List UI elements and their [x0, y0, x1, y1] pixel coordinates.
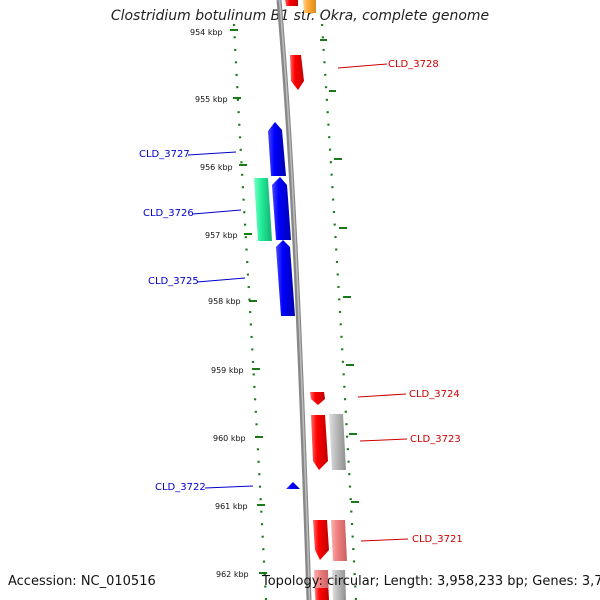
map-title: Clostridium botulinum B1 str. Okra, comp…: [110, 8, 490, 24]
gene-arrow: [313, 520, 329, 560]
kbp-tick-961: 961 kbp: [215, 502, 265, 511]
gene-label: CLD_3721: [412, 534, 463, 545]
kbp-label: 956 kbp: [200, 163, 233, 172]
gene-arrow-top-red: [285, 0, 298, 6]
gene-arrow: [290, 55, 304, 90]
gene-CLD_3724[interactable]: CLD_3724: [310, 389, 460, 405]
gene-arrow-pink: [331, 520, 347, 561]
gene-CLD_3725[interactable]: CLD_3725: [148, 240, 295, 316]
gene-arrow-bottom-red: [315, 588, 329, 600]
kbp-ruler: 954 kbp 955 kbp 956 kbp 957 kbp 958 kbp …: [190, 28, 267, 579]
kbp-tick-956: 956 kbp: [200, 163, 247, 172]
kbp-label: 959 kbp: [211, 366, 244, 375]
genome-backbone-highlight: [278, 0, 311, 600]
gene-label: CLD_3723: [410, 434, 461, 445]
gene-CLD_3726[interactable]: CLD_3726: [143, 177, 291, 240]
gene-arrow-top-orange: [303, 0, 316, 13]
gene-arrow: [310, 392, 325, 405]
kbp-tick-958: 958 kbp: [208, 297, 257, 306]
gene-CLD_3727[interactable]: CLD_3727: [139, 122, 286, 176]
gene-arrow: [272, 177, 291, 240]
gene-CLD_3728[interactable]: CLD_3728: [290, 55, 439, 90]
gene-label: CLD_3728: [388, 59, 439, 70]
gene-CLD_3722[interactable]: CLD_3722: [155, 482, 300, 493]
accession-label: Accession: NC_010516: [8, 574, 156, 589]
gene-label: CLD_3726: [143, 208, 194, 219]
kbp-label: 960 kbp: [213, 434, 246, 443]
kbp-label: 955 kbp: [195, 95, 228, 104]
gene-CLD_3723[interactable]: CLD_3723: [311, 415, 461, 470]
kbp-tick-957: 957 kbp: [205, 231, 252, 240]
gene-arrow: [311, 415, 328, 470]
genome-stats: Topology: circular; Length: 3,958,233 bp…: [262, 574, 600, 589]
kbp-label: 958 kbp: [208, 297, 241, 306]
gc-track-left: [232, 23, 268, 600]
gene-arrow: [268, 122, 286, 176]
gene-CLD_3721[interactable]: CLD_3721: [313, 520, 463, 560]
gene-arrow: [276, 240, 295, 316]
kbp-label: 957 kbp: [205, 231, 238, 240]
gene-label: CLD_3725: [148, 276, 199, 287]
kbp-label: 954 kbp: [190, 28, 223, 37]
gene-label: CLD_3722: [155, 482, 206, 493]
kbp-label: 961 kbp: [215, 502, 248, 511]
gene-arrow-bottom-grey: [332, 570, 346, 600]
gc-track-right: [320, 23, 358, 600]
kbp-tick-959: 959 kbp: [211, 366, 260, 375]
kbp-label: 962 kbp: [216, 570, 249, 579]
kbp-tick-962: 962 kbp: [216, 570, 267, 579]
skew-marks: [320, 39, 359, 503]
gene-arrow: [286, 482, 300, 489]
kbp-tick-954: 954 kbp: [190, 28, 238, 37]
gene-label: CLD_3724: [409, 389, 460, 400]
gene-arrow-teal: [254, 178, 272, 241]
kbp-tick-955: 955 kbp: [195, 95, 241, 104]
gene-arrow-grey: [329, 414, 346, 470]
gene-label: CLD_3727: [139, 149, 190, 160]
kbp-tick-960: 960 kbp: [213, 434, 263, 443]
